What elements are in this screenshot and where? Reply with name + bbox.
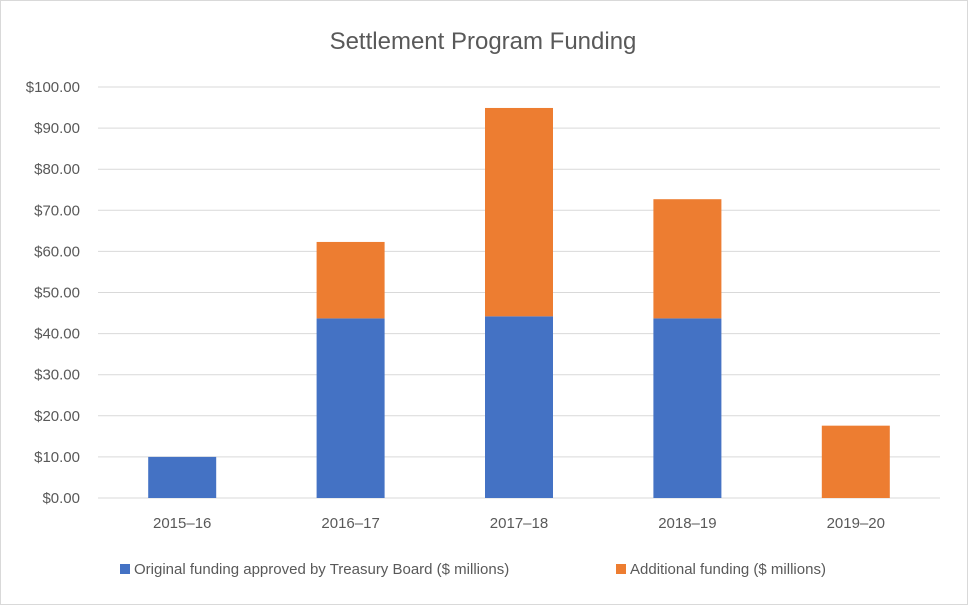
x-tick-label: 2018–19	[658, 515, 716, 532]
y-tick-label: $80.00	[34, 161, 80, 178]
x-tick-label: 2016–17	[321, 515, 379, 532]
y-axis-ticks: $0.00 $10.00 $20.00 $30.00 $40.00 $50.00 $60.0…	[26, 79, 80, 507]
x-axis-ticks: 2015–16 2016–17 2017–18 2018–19 2019–20	[153, 515, 885, 532]
legend: Original funding approved by Treasury Bo…	[120, 561, 826, 578]
x-tick-label: 2017–18	[490, 515, 548, 532]
legend-swatch	[120, 564, 130, 574]
y-tick-label: $90.00	[34, 120, 80, 137]
bars	[148, 107, 890, 498]
x-tick-label: 2019–20	[827, 515, 885, 532]
y-tick-label: $10.00	[34, 449, 80, 466]
bar-segment	[316, 318, 385, 498]
bar-segment	[653, 199, 722, 319]
bar-segment	[821, 425, 890, 498]
chart-title: Settlement Program Funding	[330, 28, 637, 55]
y-tick-label: $70.00	[34, 202, 80, 219]
y-tick-label: $40.00	[34, 326, 80, 343]
y-tick-label: $30.00	[34, 367, 80, 384]
y-tick-label: $60.00	[34, 243, 80, 260]
x-tick-label: 2015–16	[153, 515, 211, 532]
y-tick-label: $0.00	[42, 490, 80, 507]
bar-segment	[316, 241, 385, 319]
bar-segment	[148, 456, 217, 498]
bar-segment	[653, 318, 722, 498]
legend-label: Additional funding ($ millions)	[630, 561, 826, 578]
bar-segment	[485, 316, 553, 498]
y-tick-label: $20.00	[34, 408, 80, 425]
y-tick-label: $50.00	[34, 285, 80, 302]
legend-swatch	[616, 564, 626, 574]
bar-segment	[485, 107, 553, 317]
legend-label: Original funding approved by Treasury Bo…	[134, 561, 509, 578]
y-tick-label: $100.00	[26, 79, 80, 96]
